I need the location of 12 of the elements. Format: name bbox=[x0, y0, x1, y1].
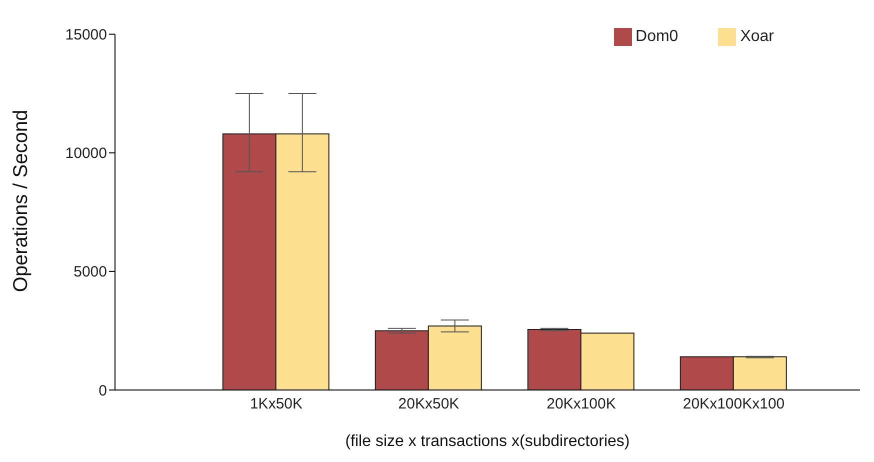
x-tick-label: 1Kx50K bbox=[250, 396, 303, 413]
x-tick-label: 20Kx50K bbox=[398, 396, 460, 413]
legend-label: Dom0 bbox=[636, 28, 678, 46]
y-axis-title: Operations / Second bbox=[10, 110, 32, 292]
x-tick-label: 20Kx100K bbox=[546, 396, 616, 413]
x-tick-label: 20Kx100Kx100 bbox=[682, 396, 785, 413]
y-tick-label: 0 bbox=[98, 382, 107, 400]
y-tick-label: 15000 bbox=[65, 26, 107, 44]
y-tick-label: 5000 bbox=[74, 264, 107, 281]
y-tick-label: 10000 bbox=[65, 145, 107, 162]
x-axis-title: (file size x transactions x(subdirectories) bbox=[345, 433, 630, 450]
legend-label: Xoar bbox=[740, 28, 774, 46]
